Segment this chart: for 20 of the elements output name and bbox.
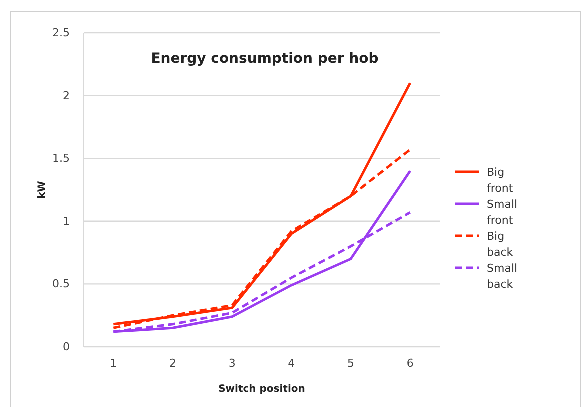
legend-label: Small back [487, 262, 518, 291]
y-tick-label: 0.5 [52, 278, 70, 291]
line-series [112, 82, 412, 326]
legend-label: Big back [487, 230, 514, 259]
legend-label: Small front [487, 198, 518, 227]
x-tick-label: 5 [348, 356, 354, 370]
text: Energy consumption per hob [151, 51, 379, 67]
x-tick-label: 3 [228, 356, 236, 370]
y-tick-label: 2 [63, 89, 70, 102]
x-tick-label: 6 [406, 356, 414, 370]
y-axis-title: kW [37, 181, 48, 199]
y-tick-label: 0 [63, 340, 70, 354]
x-tick-label: 2 [170, 356, 176, 370]
legend-label: Big front [487, 166, 514, 195]
y-tick-label: 1.5 [52, 152, 70, 166]
x-tick-label: 1 [110, 356, 118, 370]
y-tick-label: 1 [63, 214, 70, 228]
x-axis-title: Switch position [218, 384, 306, 395]
x-tick-label: 4 [288, 356, 296, 370]
y-tick-label: 2.5 [52, 26, 70, 40]
